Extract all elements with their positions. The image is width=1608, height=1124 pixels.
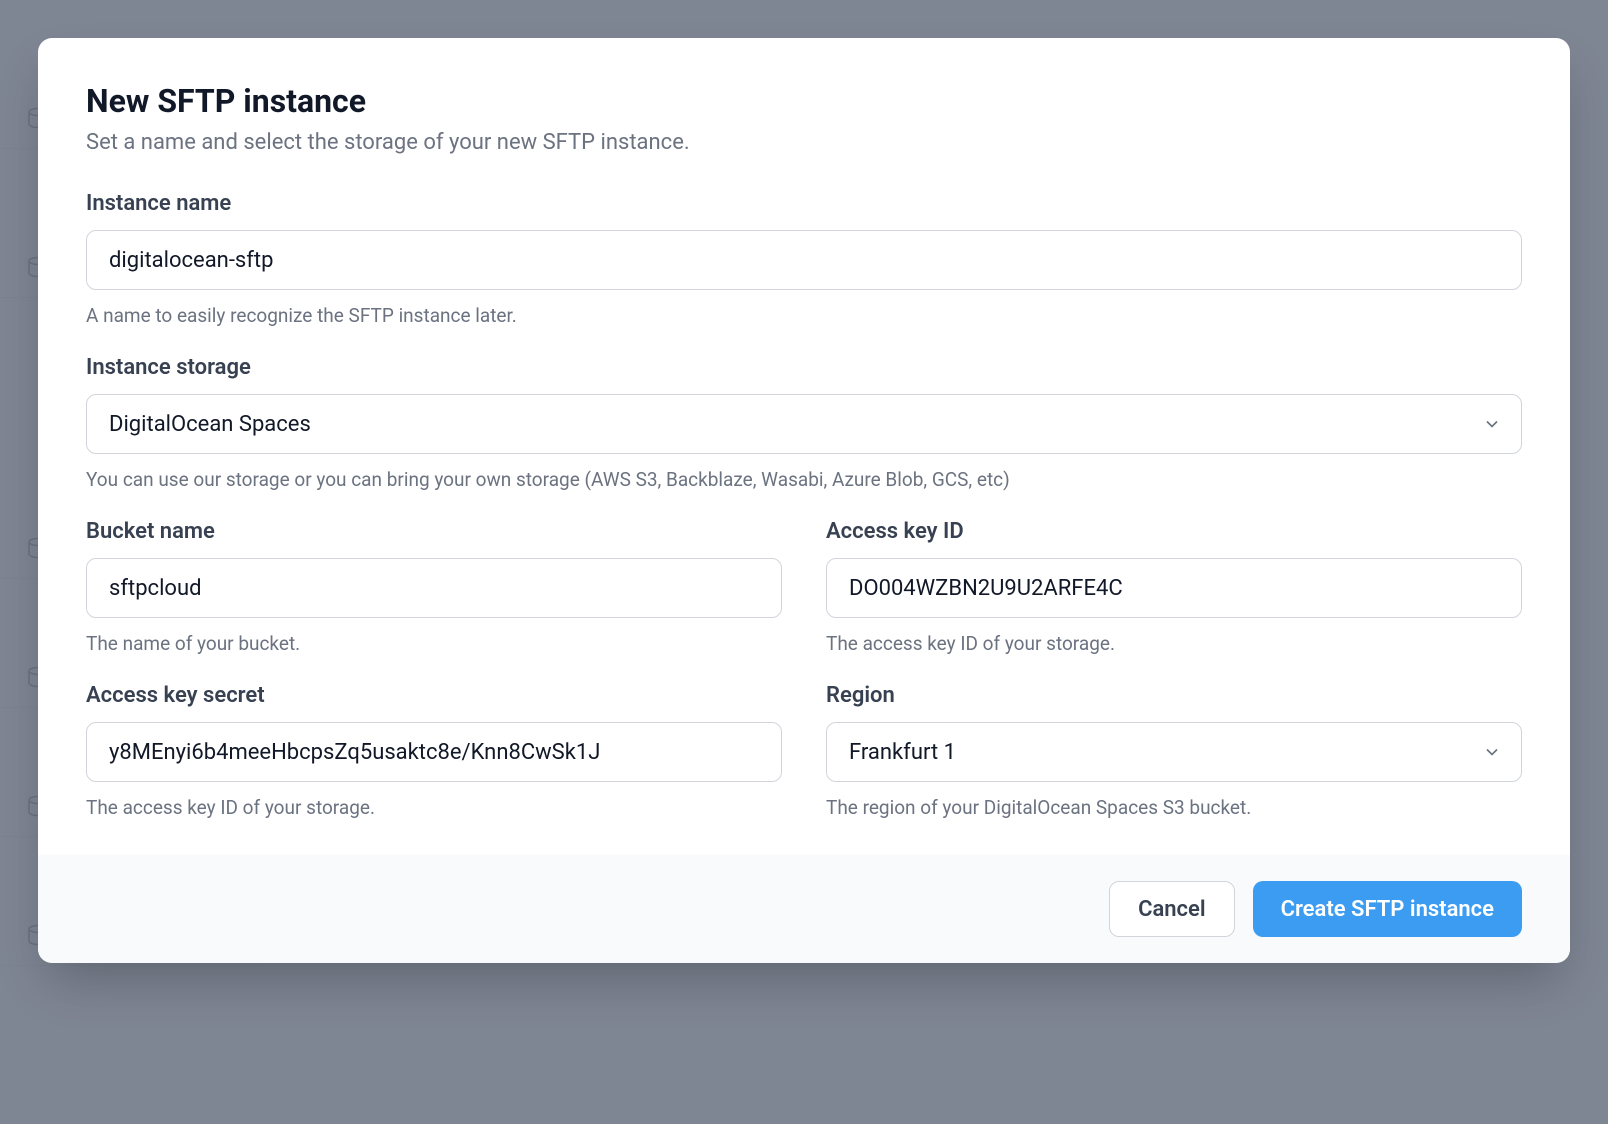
access-key-id-field: Access key ID The access key ID of your …: [826, 519, 1522, 655]
modal-footer: Cancel Create SFTP instance: [38, 855, 1570, 963]
bucket-name-field: Bucket name The name of your bucket.: [86, 519, 782, 655]
access-key-id-input[interactable]: [826, 558, 1522, 618]
instance-name-label: Instance name: [86, 191, 1522, 216]
instance-storage-label: Instance storage: [86, 355, 1522, 380]
region-select[interactable]: Frankfurt 1: [826, 722, 1522, 782]
new-sftp-instance-modal: New SFTP instance Set a name and select …: [38, 38, 1570, 963]
region-help: The region of your DigitalOcean Spaces S…: [826, 796, 1522, 819]
modal-body: New SFTP instance Set a name and select …: [38, 38, 1570, 855]
bucket-name-label: Bucket name: [86, 519, 782, 544]
instance-name-input[interactable]: [86, 230, 1522, 290]
access-key-secret-help: The access key ID of your storage.: [86, 796, 782, 819]
region-field: Region Frankfurt 1 The region of your Di…: [826, 683, 1522, 819]
bucket-name-input[interactable]: [86, 558, 782, 618]
access-key-secret-input[interactable]: [86, 722, 782, 782]
create-sftp-instance-button[interactable]: Create SFTP instance: [1253, 881, 1522, 937]
access-key-secret-field: Access key secret The access key ID of y…: [86, 683, 782, 819]
region-label: Region: [826, 683, 1522, 708]
instance-name-help: A name to easily recognize the SFTP inst…: [86, 304, 1522, 327]
access-key-id-help: The access key ID of your storage.: [826, 632, 1522, 655]
bucket-name-help: The name of your bucket.: [86, 632, 782, 655]
access-key-secret-label: Access key secret: [86, 683, 782, 708]
instance-storage-field: Instance storage DigitalOcean Spaces You…: [86, 355, 1522, 491]
instance-storage-help: You can use our storage or you can bring…: [86, 468, 1522, 491]
instance-storage-select[interactable]: DigitalOcean Spaces: [86, 394, 1522, 454]
modal-subtitle: Set a name and select the storage of you…: [86, 130, 1522, 155]
cancel-button[interactable]: Cancel: [1109, 881, 1235, 937]
access-key-id-label: Access key ID: [826, 519, 1522, 544]
modal-title: New SFTP instance: [86, 82, 1522, 120]
instance-name-field: Instance name A name to easily recognize…: [86, 191, 1522, 327]
